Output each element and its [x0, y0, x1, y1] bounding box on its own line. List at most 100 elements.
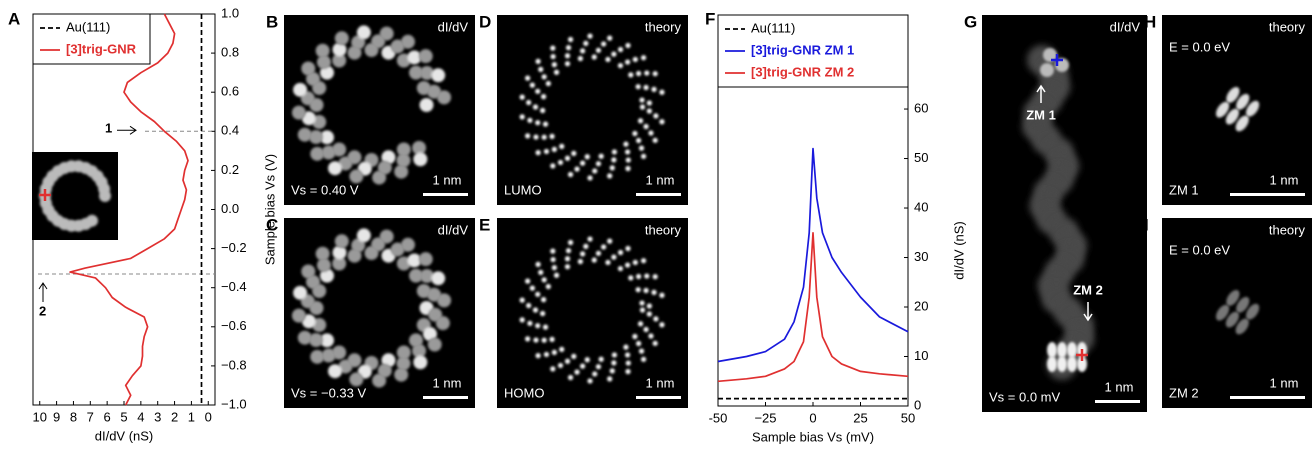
legend-label: Au(111): [66, 19, 110, 34]
tick-label: 20: [914, 298, 928, 313]
orbital-dot: [611, 352, 618, 358]
tick-label: 50: [901, 410, 915, 425]
inset-blob: [98, 182, 111, 195]
orbital-dot: [625, 157, 631, 163]
orbital-blob: [1226, 290, 1240, 306]
orbital-dot: [638, 145, 645, 151]
orbital-dot: [583, 243, 589, 249]
stm-blob: [349, 372, 364, 387]
orbital-dot: [571, 353, 577, 359]
stm-blob: [315, 246, 330, 261]
data-line: [717, 147, 909, 363]
orbital-dot: [595, 161, 602, 167]
tick-label: −1.0: [221, 396, 247, 411]
stm-blob: [320, 65, 335, 80]
orbital-blob: [1226, 87, 1240, 103]
marker-label: ZM 1: [1026, 107, 1056, 122]
stm-blob: [372, 373, 387, 388]
legend-label: [3]trig-GNR ZM 2: [751, 64, 854, 79]
orbital-dot: [598, 356, 604, 362]
stm-blob: [316, 258, 331, 273]
stm-blob: [356, 25, 371, 40]
tick-label: 0: [809, 410, 816, 425]
scale-bar: [636, 193, 681, 196]
orbital-dot: [652, 274, 658, 280]
orbital-dot: [595, 364, 602, 370]
orbital-dot: [535, 261, 541, 267]
tick-label: 1.0: [221, 5, 239, 20]
orbital-dot: [540, 94, 547, 100]
stm-blob: [413, 152, 428, 167]
orbital-dot: [595, 47, 602, 53]
orbital-dot: [535, 291, 541, 297]
orbital-dot: [541, 134, 547, 140]
stm-blob: [407, 50, 422, 65]
orbital-dot: [584, 357, 590, 363]
stm-blob: [412, 140, 427, 155]
orbital-dot: [538, 269, 544, 275]
stm-blob: [332, 53, 347, 68]
image-panel: [497, 218, 688, 408]
image-label: theory: [645, 19, 682, 34]
orbital-dot: [636, 137, 642, 144]
orbital-dot: [550, 163, 556, 169]
orbital-dot: [648, 333, 654, 339]
stm-blob: [394, 367, 409, 382]
orbital-dot: [640, 258, 647, 264]
orbital-dot: [583, 40, 589, 46]
stm-blob: [427, 337, 442, 352]
orbital-dot: [643, 326, 649, 333]
arrow: [38, 282, 48, 303]
orbital-dot: [617, 46, 624, 53]
orbital-dot: [617, 265, 624, 272]
orbital-dot: [644, 273, 650, 279]
tick-label: 1: [188, 409, 195, 424]
orbital-dot: [542, 121, 549, 127]
tick-label: −0.8: [221, 357, 247, 372]
orbital-dot: [624, 59, 631, 65]
orbital-dot: [607, 173, 613, 179]
orbital-dot: [601, 244, 607, 250]
stm-blob: [1057, 356, 1067, 372]
orbital-dot: [533, 134, 539, 140]
orbital-dot: [541, 74, 547, 80]
orbital-dot: [525, 75, 531, 81]
orbital-dot: [624, 262, 631, 268]
tick-label: 5: [120, 409, 127, 424]
stm-blob: [422, 327, 437, 342]
orbital-dot: [607, 238, 613, 244]
stm-blob: [310, 349, 325, 364]
tick-label: 0.4: [221, 123, 239, 138]
orbital-dot: [550, 53, 556, 60]
orbital-dot: [609, 165, 615, 171]
stm-blob: [431, 68, 446, 83]
orbital-dot: [535, 353, 541, 359]
orbital-dot: [580, 363, 586, 369]
tick-label: −0.6: [221, 318, 247, 333]
orbital-dot: [595, 250, 602, 256]
stm-blob: [1067, 342, 1077, 358]
arrow: [1083, 302, 1093, 322]
stm-blob: [301, 61, 316, 76]
orbital-dot: [526, 99, 532, 106]
orbital-dot: [646, 311, 652, 317]
orbital-dot: [639, 307, 646, 313]
inset-image: [32, 152, 118, 240]
stm-blob: [408, 268, 423, 283]
tick-label: −0.2: [221, 240, 247, 255]
orbital-dot: [527, 117, 533, 123]
scale-label: 1 nm: [1105, 379, 1134, 394]
stm-blob: [293, 285, 308, 300]
stm-blob: [379, 229, 394, 244]
stm-blob: [401, 34, 415, 49]
orbital-dot: [564, 264, 571, 270]
scale-bar: [1095, 400, 1140, 403]
stm-blob: [1077, 356, 1087, 372]
orbital-dot: [592, 168, 598, 174]
orbital-dot: [659, 292, 665, 298]
panel-letter: H: [1144, 12, 1156, 31]
stm-blob: [418, 49, 433, 64]
orbital-dot: [623, 344, 629, 350]
orbital-dot: [557, 159, 564, 166]
image-label: Vs = 0.40 V: [291, 182, 359, 197]
